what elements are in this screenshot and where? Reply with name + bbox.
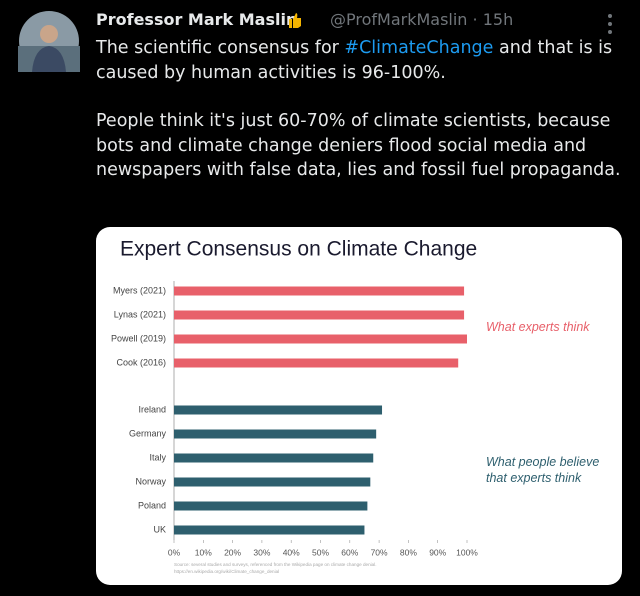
text: People think it's just 60-70% of climate… <box>96 111 621 180</box>
bar <box>174 334 467 344</box>
y-tick-label: Norway <box>135 476 166 486</box>
y-tick-label: Ireland <box>138 404 166 414</box>
bar <box>174 358 459 368</box>
x-tick-label: 100% <box>456 547 478 557</box>
bar <box>174 453 374 463</box>
badge <box>289 13 301 28</box>
x-tick-label: 70% <box>371 547 388 557</box>
paragraph: People think it's just 60-70% of climate… <box>96 109 626 183</box>
y-tick-label: UK <box>153 524 166 534</box>
bar <box>174 286 465 296</box>
chart-title: Expert Consensus on Climate Change <box>120 238 477 261</box>
source-note: Source: several studies and surveys, ref… <box>174 562 377 567</box>
x-tick-label: 60% <box>341 547 358 557</box>
bar <box>174 501 368 511</box>
group-label: What experts think <box>486 320 590 334</box>
bar <box>174 429 377 439</box>
chart: Expert Consensus on Climate Change Myers… <box>111 238 478 575</box>
x-tick-label: 10% <box>195 547 212 557</box>
text: and that is is caused by human activitie… <box>96 38 613 83</box>
bar <box>174 525 365 535</box>
handle[interactable]: @ProfMarkMaslin <box>330 10 468 29</box>
x-tick-label: 80% <box>400 547 417 557</box>
x-tick-label: 90% <box>429 547 446 557</box>
y-tick-label: Lynas (2021) <box>114 309 166 319</box>
hashtag[interactable]: #ClimateChange <box>344 38 494 58</box>
bar <box>174 477 371 487</box>
tweet-meta: @ProfMarkMaslin · 15h <box>330 10 513 29</box>
x-tick-label: 40% <box>283 547 300 557</box>
y-tick-label: Powell (2019) <box>111 333 166 343</box>
timestamp[interactable]: 15h <box>482 10 514 29</box>
y-tick-label: Poland <box>138 500 166 510</box>
avatar[interactable] <box>18 10 80 72</box>
x-tick-label: 30% <box>253 547 270 557</box>
separator: · <box>472 10 478 29</box>
source-note: https://en.wikipedia.org/wiki/Climate_ch… <box>174 569 279 574</box>
more-button[interactable] <box>604 12 616 36</box>
x-tick-label: 50% <box>312 547 329 557</box>
x-tick-label: 0% <box>168 547 181 557</box>
author-name[interactable]: Professor Mark Maslin <box>96 10 298 29</box>
text: The scientific consensus for <box>96 38 345 58</box>
bar <box>174 310 465 320</box>
bar <box>174 405 383 415</box>
image-card[interactable]: Expert Consensus on Climate Change Myers… <box>96 227 622 585</box>
group-label: What people believe that experts think <box>486 455 600 485</box>
tweet-body: The scientific consensus for #ClimateCha… <box>96 36 626 207</box>
x-tick-label: 20% <box>224 547 241 557</box>
y-tick-label: Germany <box>129 428 167 438</box>
y-tick-label: Italy <box>149 452 166 462</box>
paragraph: The scientific consensus for #ClimateCha… <box>96 36 626 85</box>
y-tick-label: Cook (2016) <box>116 357 166 367</box>
y-tick-label: Myers (2021) <box>113 285 166 295</box>
